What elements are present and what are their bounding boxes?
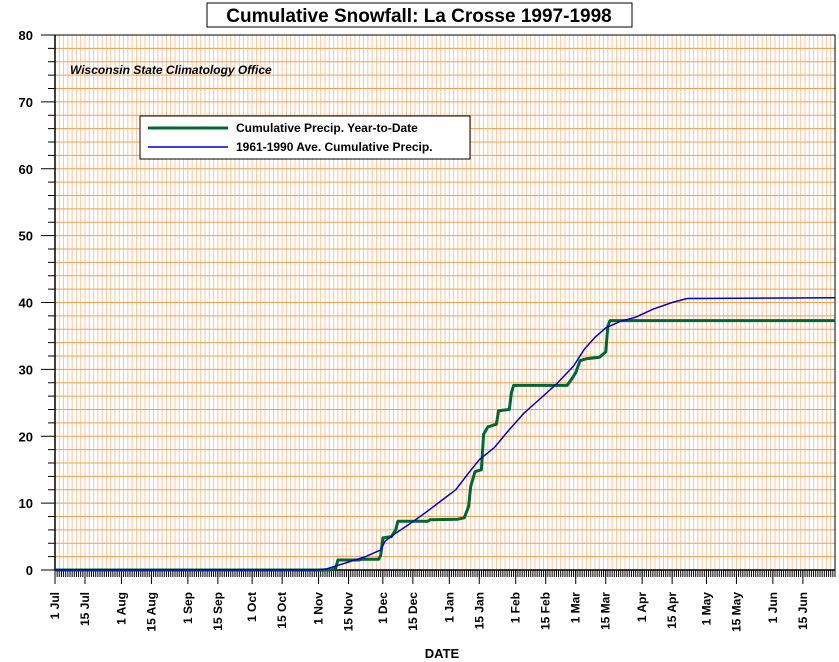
x-tick-label: 1 May: [699, 592, 713, 626]
y-tick-label: 40: [19, 296, 33, 311]
x-tick-label: 15 Jun: [796, 592, 810, 630]
x-tick-label: 1 Nov: [312, 592, 326, 625]
x-tick-label: 15 Mar: [599, 592, 613, 630]
y-tick-label: 30: [19, 362, 33, 377]
annotation: Wisconsin State Climatology Office: [70, 63, 272, 77]
x-tick-label: 1 Aug: [114, 592, 128, 625]
title-box: Cumulative Snowfall: La Crosse 1997-1998: [206, 2, 633, 28]
x-tick-label: 1 Mar: [569, 592, 583, 624]
x-tick-label: 1 Dec: [376, 592, 390, 624]
x-tick-label: 15 Dec: [406, 592, 420, 631]
y-tick-label: 70: [19, 95, 33, 110]
series: [55, 297, 836, 572]
axes: 0 10 20 30 40 50 60 70 80 1 Jul 15 Jul 1 Aug 15 Aug 1…: [19, 28, 836, 632]
y-tick-label: 80: [19, 28, 33, 43]
legend-label-0: Cumulative Precip. Year-to-Date: [236, 121, 418, 135]
x-tick-label: 1 Oct: [245, 592, 259, 622]
y-tick-label: 20: [19, 429, 33, 444]
x-tick-label: 15 Jul: [78, 592, 92, 626]
y-tick-label: 60: [19, 162, 33, 177]
x-tick-label: 1 Jun: [766, 592, 780, 623]
x-tick-label: 15 Apr: [665, 592, 679, 629]
x-tick-label: 15 Aug: [144, 592, 158, 632]
y-tick-label: 0: [26, 563, 33, 578]
y-tick-label: 10: [19, 496, 33, 511]
x-tick-label: 15 Oct: [275, 592, 289, 629]
chart-title: Cumulative Snowfall: La Crosse 1997-1998: [226, 6, 611, 27]
series-line-1: [55, 297, 836, 571]
legend-label-1: 1961-1990 Ave. Cumulative Precip.: [236, 140, 433, 154]
y-tick-label: 50: [19, 229, 33, 244]
x-tick-label: 1 Jul: [48, 592, 62, 619]
x-tick-label: 15 Nov: [342, 592, 356, 632]
x-tick-label: 1 Apr: [635, 592, 649, 623]
grid: [54, 35, 836, 570]
x-tick-label: 15 May: [729, 592, 743, 632]
x-tick-label: 1 Sep: [181, 592, 195, 624]
x-tick-label: 15 Feb: [539, 592, 553, 630]
x-tick-label: 1 Feb: [509, 592, 523, 623]
x-axis-label: DATE: [425, 646, 460, 661]
legend-box: [139, 115, 471, 160]
x-tick-label: 15 Sep: [211, 592, 225, 631]
series-line-0: [55, 319, 835, 572]
x-tick-label: 15 Jan: [472, 592, 486, 629]
legend: Cumulative Precip. Year-to-Date 1961-199…: [139, 115, 471, 160]
x-tick-label: 1 Jan: [442, 592, 456, 623]
